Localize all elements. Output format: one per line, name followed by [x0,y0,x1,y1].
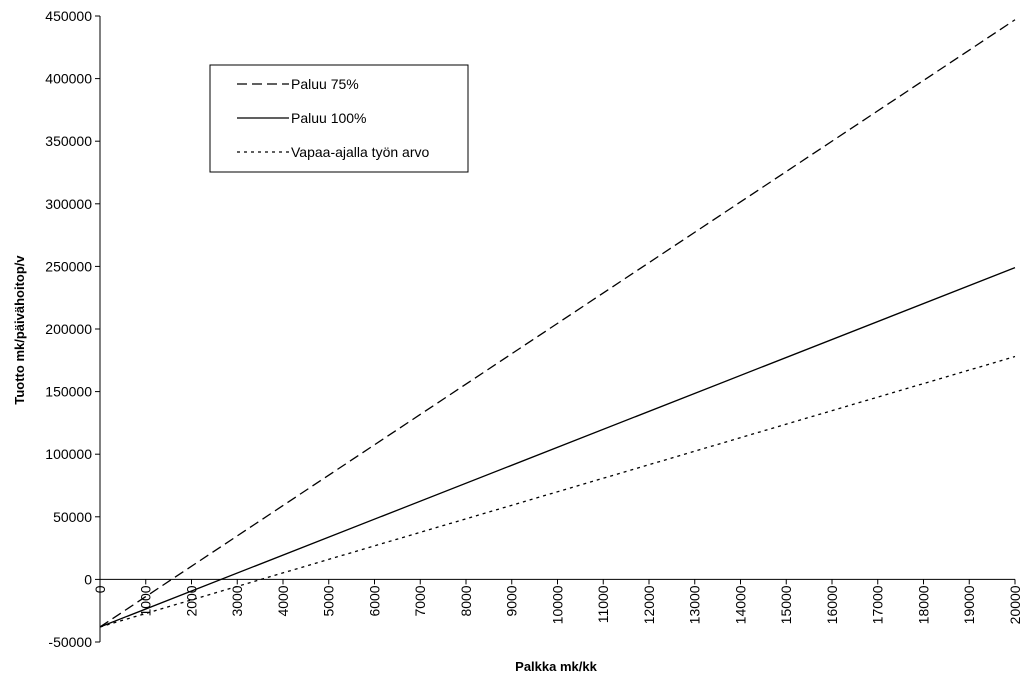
series-line-2 [99,267,1016,628]
y-tick-label: -50000 [48,634,92,650]
x-tick-label: 5000 [321,585,337,616]
series-line-1 [99,19,1016,628]
y-tick-label: 50000 [53,509,92,525]
legend: Paluu 75% Paluu 100% Vapaa-ajalla työn arv… [209,64,469,173]
legend-label-3: Vapaa-ajalla työn arvo [291,144,429,160]
y-tick-label: 0 [84,571,92,587]
y-tick-label: 100000 [45,446,92,462]
y-tick-label: 350000 [45,133,92,149]
y-tick-label: 250000 [45,258,92,274]
x-axis-title: Palkka mk/kk [515,659,597,674]
x-tick-label: 18000 [916,585,932,624]
series-line-3 [99,355,1016,628]
y-tick-label: 450000 [45,8,92,24]
y-tick-label: 200000 [45,321,92,337]
x-tick-label: 12000 [641,585,657,624]
y-tick-label: 400000 [45,71,92,87]
x-tick-label: 10000 [550,585,566,624]
x-tick-label: 6000 [367,585,383,616]
x-tick-label: 13000 [687,585,703,624]
y-axis-title: Tuotto mk/päivähoitop/v [12,255,27,405]
x-tick-label: 14000 [733,585,749,624]
x-tick-label: 17000 [870,585,886,624]
x-tick-label: 15000 [778,585,794,624]
x-tick-label: 0 [92,585,108,593]
legend-label-2: Paluu 100% [291,110,367,126]
x-tick-label: 11000 [595,585,611,623]
x-tick-label: 3000 [229,585,245,616]
x-tick-label: 8000 [458,585,474,616]
x-tick-label: 1000 [138,585,154,616]
x-tick-label: 19000 [961,585,977,624]
x-tick-label: 20000 [1007,585,1023,624]
x-tick-label: 4000 [275,585,291,616]
y-tick-label: 150000 [45,384,92,400]
x-tick-label: 7000 [412,585,428,616]
x-tick-label: 9000 [504,585,520,616]
legend-label-1: Paluu 75% [291,76,359,92]
y-axis: -50000 0 50000 100000 150000 200000 250000 3000… [45,8,101,650]
x-axis: 0 1000 2000 3000 4000 5000 6000 7000 8000 9000 100… [92,578,1023,624]
x-tick-label: 16000 [824,585,840,624]
x-tick-label: 2000 [184,585,200,616]
y-tick-label: 300000 [45,196,92,212]
series-layer [99,19,1016,628]
